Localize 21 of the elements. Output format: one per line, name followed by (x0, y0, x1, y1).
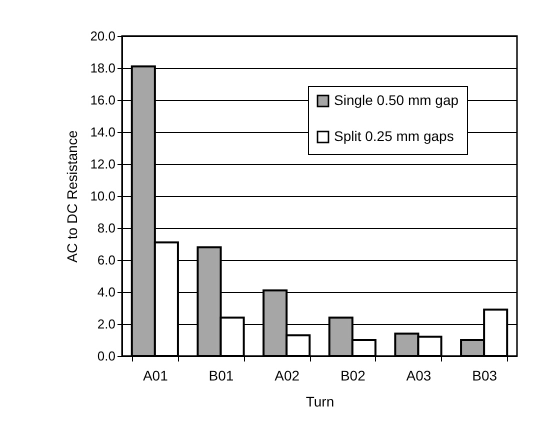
y-tick-label: 20.0 (90, 28, 116, 44)
legend-label: Split 0.25 mm gaps (334, 128, 454, 144)
y-tick-label: 4.0 (97, 284, 116, 300)
y-tick-label: 12.0 (90, 156, 116, 172)
x-tick-label: A01 (142, 368, 168, 384)
x-axis-title: Turn (306, 394, 334, 410)
x-tick-label: B01 (208, 368, 234, 384)
y-tick-label: 2.0 (97, 316, 116, 332)
x-tick-label: B03 (472, 368, 498, 384)
y-tick-label: 18.0 (90, 60, 116, 76)
legend-label: Single 0.50 mm gap (334, 92, 459, 108)
y-tick-label: 6.0 (97, 252, 116, 268)
y-tick-label: 10.0 (90, 188, 116, 204)
x-tick-label: B02 (340, 368, 366, 384)
y-tick-label: 14.0 (90, 124, 116, 140)
x-tick-label: A02 (274, 368, 300, 384)
y-tick-label: 0.0 (97, 348, 116, 364)
x-tick-label: A03 (406, 368, 432, 384)
y-axis-title: AC to DC Resistance (64, 130, 80, 263)
y-tick-label: 8.0 (97, 220, 116, 236)
y-tick-label: 16.0 (90, 92, 116, 108)
